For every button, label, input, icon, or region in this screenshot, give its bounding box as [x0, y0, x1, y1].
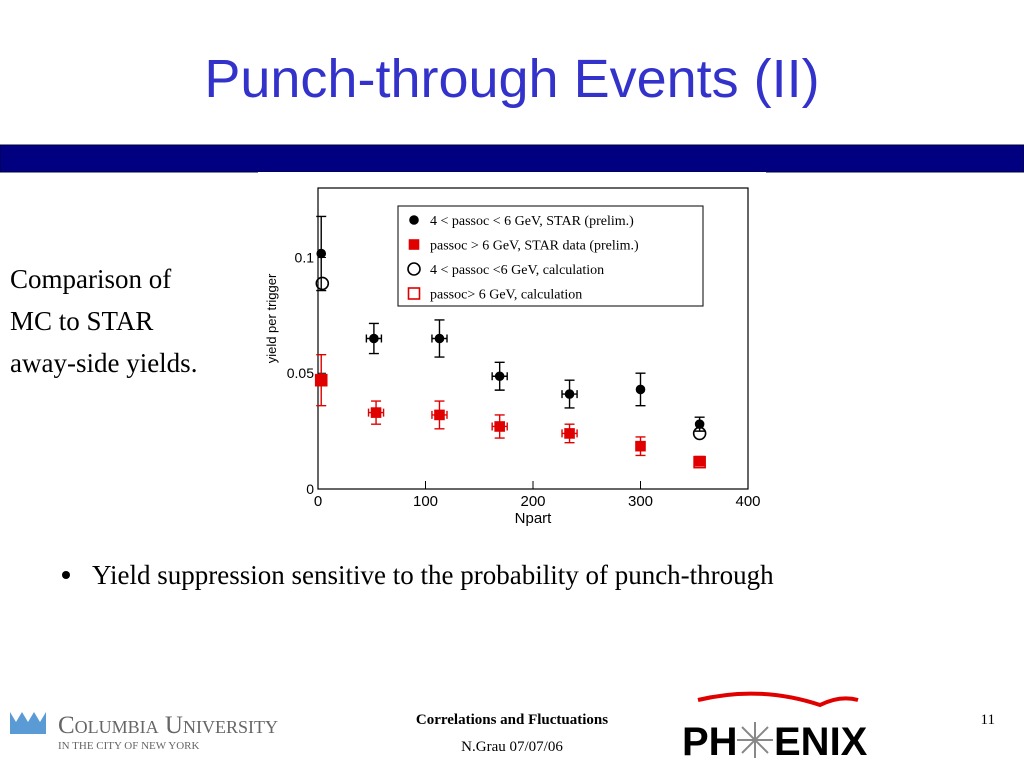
data-point [494, 371, 505, 382]
data-point [370, 407, 382, 418]
side-text: MC to STAR [10, 306, 153, 336]
x-tick-label: 400 [735, 493, 760, 510]
x-tick-label: 300 [628, 493, 653, 510]
logo-text: PH [682, 720, 738, 764]
data-point [635, 440, 646, 452]
data-point [694, 455, 705, 467]
crown-icon [10, 712, 46, 734]
legend-marker [408, 239, 420, 250]
side-text: Comparison of [10, 264, 171, 294]
data-point [369, 333, 379, 344]
legend-label: passoc > 6 GeV, STAR data (prelim.) [430, 239, 639, 254]
logo-text: ENIX [774, 720, 868, 764]
footer-text: N.Grau 07/07/06 [461, 739, 563, 755]
logo-star [737, 722, 773, 758]
legend-label: passoc> 6 GeV, calculation [430, 288, 582, 303]
x-tick-label: 0 [314, 493, 322, 510]
y-tick-label: 0.05 [287, 365, 314, 381]
side-text: away-side yields. [10, 348, 197, 378]
x-axis-label: Npart [515, 510, 553, 527]
data-point [316, 248, 327, 259]
data-point [434, 333, 445, 344]
data-point [564, 389, 575, 399]
y-axis-label: yield per trigger [264, 273, 279, 363]
logo-text: Columbia University [58, 712, 278, 739]
bullet-text: Yield suppression sensitive to the proba… [92, 560, 774, 590]
slide-title: Punch-through Events (II) [204, 49, 819, 109]
y-tick-label: 0 [306, 481, 314, 497]
data-point [635, 384, 646, 395]
data-point [494, 421, 505, 432]
data-point [315, 276, 330, 291]
x-tick-label: 100 [413, 493, 438, 510]
data-point [315, 374, 327, 386]
legend-marker [407, 262, 421, 276]
y-tick-label: 0.1 [295, 249, 315, 265]
legend-label: 4 < passoc < 6 GeV, STAR (prelim.) [430, 214, 634, 229]
logo-subtext: IN THE CITY OF NEW YORK [58, 740, 200, 752]
data-point [564, 428, 575, 439]
data-point [314, 373, 328, 387]
legend-label: 4 < passoc <6 GeV, calculation [430, 263, 604, 278]
title-bar [0, 144, 1024, 173]
footer-text: Correlations and Fluctuations [416, 712, 608, 728]
plot: 0 100 200 300 400 0 0.05 0.1 Npart yield per trig… [264, 187, 761, 527]
page-number: 11 [981, 712, 995, 728]
logo-swoosh [697, 691, 859, 708]
data-point [693, 455, 706, 469]
data-point [692, 426, 707, 441]
legend-box [397, 205, 704, 307]
legend-marker [407, 287, 421, 300]
x-tick-label: 200 [520, 493, 545, 510]
data-point [434, 409, 445, 421]
legend-marker [409, 215, 419, 225]
bullet-dot [62, 571, 70, 579]
